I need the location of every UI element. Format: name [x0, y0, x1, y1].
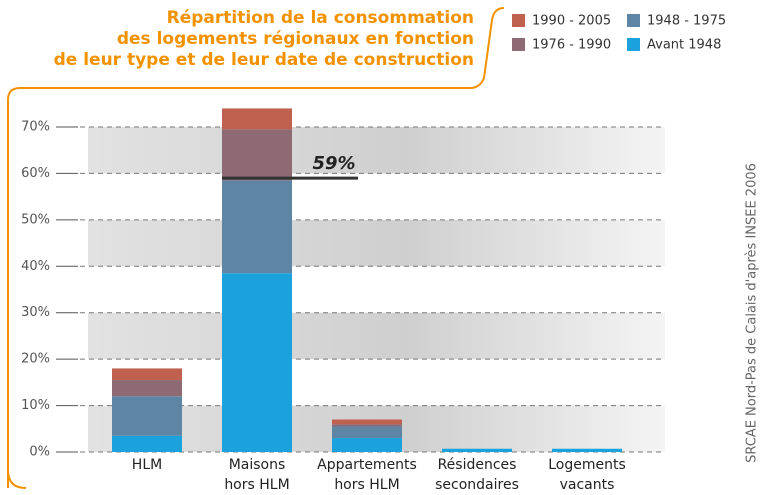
- legend-swatch: [627, 14, 640, 27]
- x-tick-label: Logements: [548, 457, 626, 473]
- legend-swatch: [512, 38, 525, 51]
- legend-label: 1976 - 1990: [532, 38, 611, 53]
- chart-title: des logements régionaux en fonction: [117, 29, 474, 49]
- bar-segment: [332, 438, 402, 452]
- x-tick-label: Maisons: [229, 457, 286, 473]
- legend-swatch: [627, 38, 640, 51]
- y-tick-label: 70%: [21, 120, 50, 135]
- bar-segment: [112, 368, 182, 381]
- x-tick-label: hors HLM: [334, 477, 399, 493]
- x-tick-label: Résidences: [438, 457, 517, 473]
- y-tick-label: 10%: [21, 398, 50, 413]
- bar-segment: [442, 448, 512, 452]
- bar-segment: [112, 396, 182, 436]
- y-tick-label: 40%: [21, 259, 50, 274]
- frame-corner: [7, 469, 27, 489]
- bar-segment: [112, 435, 182, 452]
- y-tick-label: 20%: [21, 352, 50, 367]
- x-tick-label: hors HLM: [224, 477, 289, 493]
- x-tick-label: secondaires: [435, 477, 519, 493]
- annotation-label: 59%: [312, 153, 355, 174]
- y-tick-label: 60%: [21, 166, 50, 181]
- bar-segment: [552, 448, 622, 452]
- bar-segment: [222, 273, 292, 452]
- x-tick-label: vacants: [560, 477, 615, 493]
- chart-title: Répartition de la consommation: [167, 8, 474, 28]
- bar-segment: [112, 380, 182, 397]
- chart-title: de leur type et de leur date de construc…: [54, 50, 474, 70]
- bar-segment: [222, 108, 292, 130]
- band: [88, 312, 665, 360]
- legend-swatch: [512, 14, 525, 27]
- y-tick-label: 0%: [29, 445, 50, 460]
- bar-segment: [332, 426, 402, 439]
- x-tick-label: Appartements: [317, 457, 417, 473]
- x-tick-label: HLM: [132, 457, 162, 473]
- y-tick-label: 30%: [21, 305, 50, 320]
- legend-label: 1990 - 2005: [532, 14, 611, 29]
- bar-segment: [332, 419, 402, 425]
- bar-segment: [222, 180, 292, 274]
- frame: [7, 7, 505, 488]
- legend-label: 1948 - 1975: [647, 14, 726, 29]
- bar-segment: [222, 129, 292, 181]
- y-tick-label: 50%: [21, 212, 50, 227]
- bar-segment: [332, 424, 402, 427]
- band: [88, 219, 665, 267]
- band: [88, 127, 665, 174]
- source: SRCAE Nord-Pas de Calais d'après INSEE 2…: [745, 163, 760, 463]
- legend-label: Avant 1948: [647, 38, 721, 53]
